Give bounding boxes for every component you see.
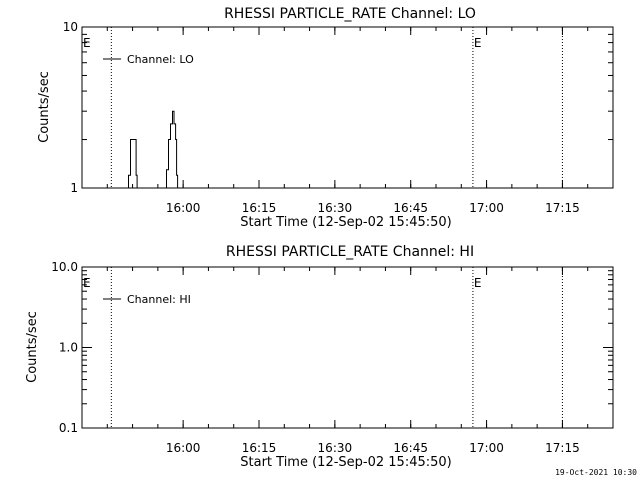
- series-line-lo: [82, 110, 613, 189]
- y-tick-label-hi: 1.0: [59, 341, 78, 355]
- marker-label-lo: E: [474, 36, 482, 50]
- y-axis-label-lo: Counts/sec: [37, 71, 52, 143]
- x-tick-label-hi: 16:00: [166, 441, 201, 455]
- plot-frame-lo: [81, 26, 614, 189]
- x-tick-label-lo: 17:15: [545, 201, 580, 215]
- x-tick-label-lo: 16:15: [242, 201, 277, 215]
- x-axis-label-hi: Start Time (12-Sep-02 15:45:50): [240, 455, 451, 470]
- x-tick-label-hi: 17:00: [469, 441, 504, 455]
- axis-ticks-lo: 16:00 16:15 16:30 16:45 17:00 17:15 1 10: [63, 20, 613, 215]
- legend-lo: Channel: LO: [103, 53, 194, 66]
- x-tick-label-lo: 16:45: [393, 201, 428, 215]
- x-tick-label-hi: 16:15: [242, 441, 277, 455]
- legend-hi: Channel: HI: [103, 293, 191, 306]
- y-tick-label-lo: 1: [70, 181, 78, 195]
- marker-label-hi: E: [474, 276, 482, 290]
- y-tick-label-lo: 10: [63, 20, 78, 34]
- x-tick-label-lo: 17:00: [469, 201, 504, 215]
- y-tick-label-hi: 10.0: [51, 260, 78, 274]
- y-tick-label-hi: 0.1: [59, 421, 78, 435]
- x-tick-label-lo: 16:00: [166, 201, 201, 215]
- x-axis-label-lo: Start Time (12-Sep-02 15:45:50): [240, 215, 451, 230]
- chart-panel-lo: RHESSI PARTICLE_RATE Channel: LO Counts/…: [37, 6, 614, 230]
- axis-ticks-hi: 16:00 16:15 16:30 16:45 17:00 17:15 0.1 1.0 10.0: [51, 260, 613, 455]
- footer-timestamp: 19-Oct-2021 10:30: [555, 468, 637, 477]
- y-axis-label-hi: Counts/sec: [25, 311, 40, 383]
- x-tick-label-hi: 16:45: [393, 441, 428, 455]
- plot-frame-hi: [81, 266, 614, 429]
- x-tick-label-hi: 16:30: [318, 441, 353, 455]
- legend-label-lo: Channel: LO: [127, 53, 194, 66]
- marker-label-lo: E: [83, 36, 91, 50]
- chart-panel-hi: RHESSI PARTICLE_RATE Channel: HI Counts/…: [25, 244, 614, 470]
- chart-title-hi: RHESSI PARTICLE_RATE Channel: HI: [226, 244, 474, 260]
- x-tick-label-hi: 17:15: [545, 441, 580, 455]
- legend-label-hi: Channel: HI: [127, 293, 191, 306]
- x-tick-label-lo: 16:30: [318, 201, 353, 215]
- chart-title-lo: RHESSI PARTICLE_RATE Channel: LO: [224, 6, 476, 22]
- marker-label-hi: E: [83, 276, 91, 290]
